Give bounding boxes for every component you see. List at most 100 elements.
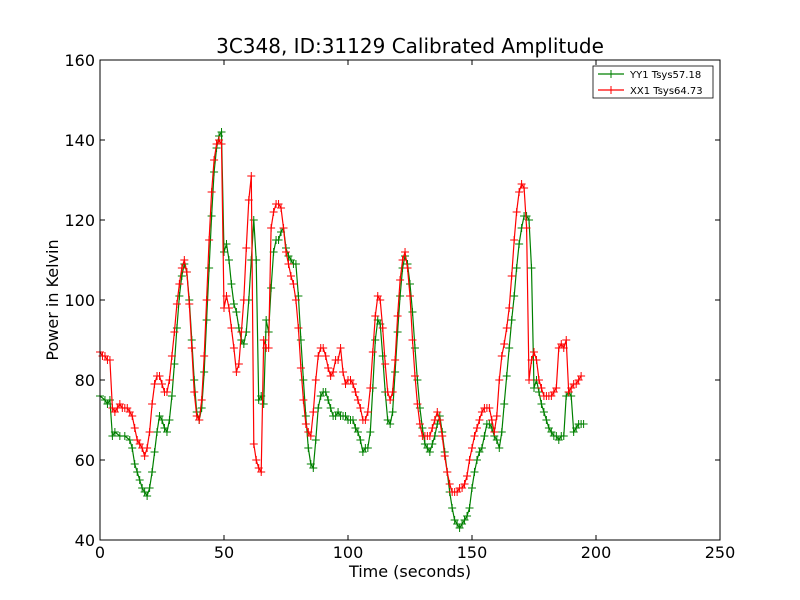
data-point [408, 336, 417, 344]
data-point [301, 420, 310, 428]
data-point [497, 352, 506, 360]
data-point [110, 428, 119, 436]
data-point [505, 304, 514, 312]
data-point [162, 388, 171, 396]
data-point [512, 208, 521, 216]
data-point [239, 296, 248, 304]
data-point [269, 208, 278, 216]
data-point [239, 340, 248, 348]
data-point [415, 420, 424, 428]
data-point [542, 416, 551, 424]
data-point [463, 512, 472, 520]
data-point [286, 272, 295, 280]
x-axis-title: Time (seconds) [348, 562, 471, 581]
data-point [247, 172, 256, 180]
data-point [433, 408, 442, 416]
data-point [264, 344, 273, 352]
data-point [353, 396, 362, 404]
data-point [200, 352, 209, 360]
data-point [324, 364, 333, 372]
data-point [267, 224, 276, 232]
data-point [386, 420, 395, 428]
data-point [182, 268, 191, 276]
data-point [527, 264, 536, 272]
data-point [480, 432, 489, 440]
data-point [135, 476, 144, 484]
data-point [319, 344, 328, 352]
data-point [410, 372, 419, 380]
data-point [485, 404, 494, 412]
data-point [145, 484, 154, 492]
data-point [475, 416, 484, 424]
data-point [242, 244, 251, 252]
legend-swatch-marker [607, 70, 615, 78]
data-point [530, 348, 538, 356]
legend-swatch-marker [607, 86, 615, 94]
data-point [291, 296, 300, 304]
data-point [167, 392, 176, 400]
data-point [180, 256, 189, 264]
data-point [145, 428, 154, 436]
data-point [294, 324, 303, 332]
data-point [428, 440, 437, 448]
data-point [353, 428, 362, 436]
data-point [217, 140, 226, 148]
data-point [532, 356, 541, 364]
data-point [130, 460, 139, 468]
data-point [366, 384, 375, 392]
data-point [435, 416, 444, 424]
data-point [296, 364, 305, 372]
data-point [133, 468, 142, 476]
data-point [463, 472, 472, 480]
data-point [393, 312, 402, 320]
data-point [413, 400, 422, 408]
data-point [378, 352, 387, 360]
data-point [170, 328, 179, 336]
data-point [522, 224, 531, 232]
data-point [234, 360, 243, 368]
data-point [304, 444, 313, 452]
data-point [410, 344, 419, 352]
data-point [229, 344, 238, 352]
data-point [492, 436, 501, 444]
data-point [232, 308, 241, 316]
y-tick-label: 40 [75, 531, 95, 550]
y-tick-label: 140 [64, 131, 95, 150]
data-point [259, 400, 268, 408]
data-point [205, 236, 214, 244]
series-2 [96, 136, 586, 496]
data-point [537, 384, 546, 392]
data-point [465, 456, 474, 464]
data-point [396, 276, 405, 284]
data-point [282, 248, 290, 256]
data-point [378, 324, 387, 332]
data-point [207, 188, 216, 196]
plot-area: 0 50 100 150 200 250 40 60 80 100 120 140 160 [64, 51, 735, 562]
data-point [197, 396, 206, 404]
data-point [314, 352, 323, 360]
data-point [495, 444, 504, 452]
data-point [158, 416, 166, 424]
data-point [249, 216, 258, 224]
data-point [128, 444, 137, 452]
data-point [175, 280, 184, 288]
data-point [311, 436, 320, 444]
data-point [497, 428, 506, 436]
data-point [210, 156, 219, 164]
y-tick-label: 160 [64, 51, 95, 70]
data-point [425, 432, 434, 440]
data-point [279, 224, 288, 232]
data-point [284, 260, 293, 268]
data-point [200, 368, 209, 376]
data-point [220, 248, 228, 256]
data-point [515, 188, 524, 196]
data-point [321, 388, 330, 396]
data-point [472, 456, 481, 464]
y-tick-label: 100 [64, 291, 95, 310]
data-point [329, 368, 338, 376]
data-point [224, 256, 233, 264]
data-point [224, 304, 233, 312]
data-point [396, 292, 405, 300]
data-point [227, 280, 236, 288]
